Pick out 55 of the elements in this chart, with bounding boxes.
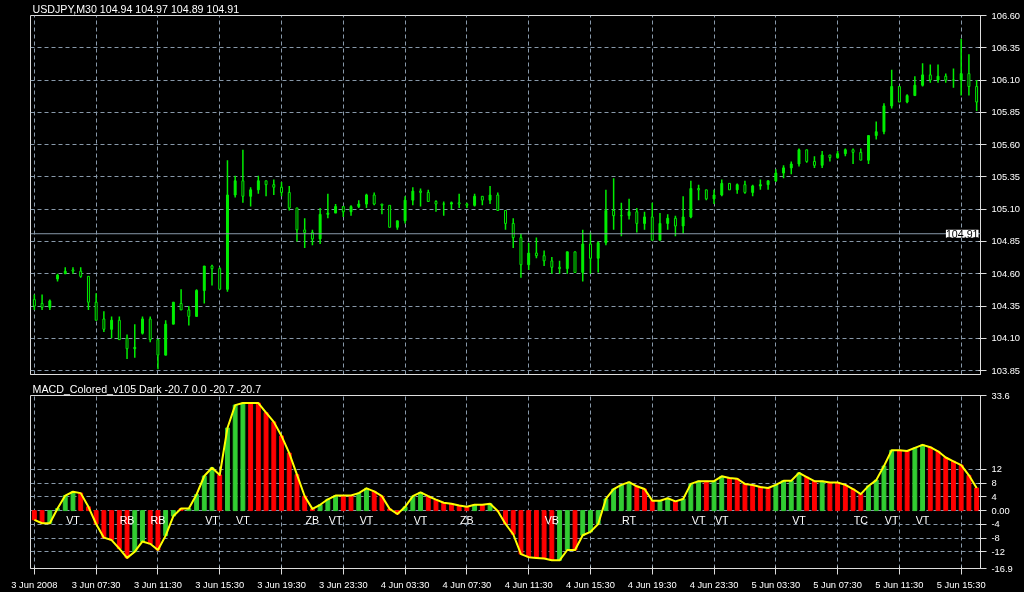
x-tick-label: 3 Jun 2008 bbox=[11, 579, 58, 590]
y-tick-label: 104.85 bbox=[991, 236, 1021, 247]
y-tick-label: -8 bbox=[991, 533, 1000, 544]
y-tick-label: 105.35 bbox=[991, 171, 1021, 182]
chart-title: USDJPY,M30 104.94 104.97 104.89 104.91 bbox=[32, 3, 240, 15]
annotation: VT bbox=[884, 513, 899, 526]
y-tick-label: 4 bbox=[991, 491, 997, 502]
ref-line-label: 104.91 bbox=[945, 227, 979, 240]
annotation: VT bbox=[915, 513, 930, 526]
x-tick-label: 5 Jun 11:30 bbox=[875, 579, 924, 590]
y-tick-label: 33.6 bbox=[991, 390, 1010, 401]
y-tick-label: 104.10 bbox=[991, 333, 1021, 344]
x-tick-label: 4 Jun 03:30 bbox=[380, 579, 430, 590]
y-tick-label: 105.85 bbox=[991, 107, 1021, 118]
y-tick-label: 106.35 bbox=[991, 42, 1021, 53]
annotation: VT bbox=[714, 513, 730, 526]
y-tick-label: 104.60 bbox=[991, 268, 1021, 279]
y-tick-label: 103.85 bbox=[991, 365, 1021, 376]
annotation: VT bbox=[328, 513, 343, 526]
annotation: RT bbox=[622, 513, 637, 526]
y-tick-label: 105.10 bbox=[991, 204, 1021, 215]
y-tick-label: 12 bbox=[991, 464, 1002, 475]
x-tick-label: 5 Jun 15:30 bbox=[936, 579, 986, 590]
y-tick-label: 106.10 bbox=[991, 75, 1021, 86]
x-tick-label: 4 Jun 19:30 bbox=[627, 579, 677, 590]
x-tick-label: 4 Jun 11:30 bbox=[504, 579, 553, 590]
annotation: ZB bbox=[305, 513, 320, 526]
annotation: VT bbox=[359, 513, 374, 526]
x-tick-label: 4 Jun 07:30 bbox=[442, 579, 492, 590]
x-tick-label: 4 Jun 23:30 bbox=[689, 579, 739, 590]
y-tick-label: -16.9 bbox=[991, 563, 1013, 574]
y-tick-label: 8 bbox=[991, 478, 997, 489]
x-tick-label: 3 Jun 23:30 bbox=[318, 579, 368, 590]
annotation: VT bbox=[205, 513, 220, 526]
annotation: TC bbox=[853, 513, 869, 526]
x-tick-label: 4 Jun 15:30 bbox=[566, 579, 615, 590]
annotation: ZB bbox=[460, 513, 474, 526]
annotation: VT bbox=[66, 513, 81, 526]
y-tick-label: 104.35 bbox=[991, 301, 1021, 312]
annotation: VT bbox=[792, 513, 807, 526]
x-tick-label: 5 Jun 07:30 bbox=[813, 579, 862, 590]
x-tick-label: 3 Jun 07:30 bbox=[71, 579, 121, 590]
chart-title: MACD_Colored_v105 Dark -20.7 0.0 -20.7 -20.7 bbox=[32, 383, 262, 395]
x-tick-label: 5 Jun 03:30 bbox=[751, 579, 801, 590]
y-tick-label: 0.00 bbox=[991, 505, 1010, 516]
x-tick-label: 3 Jun 15:30 bbox=[195, 579, 245, 590]
x-tick-label: 3 Jun 19:30 bbox=[257, 579, 306, 590]
y-tick-label: -4 bbox=[991, 519, 1000, 530]
x-tick-label: 3 Jun 11:30 bbox=[133, 579, 182, 590]
annotation: VT bbox=[236, 513, 251, 526]
y-tick-label: -12 bbox=[991, 546, 1005, 557]
y-tick-label: 106.60 bbox=[991, 10, 1021, 21]
annotation: VT bbox=[413, 513, 428, 526]
y-tick-label: 105.60 bbox=[991, 139, 1021, 150]
annotation: VT bbox=[691, 513, 706, 526]
